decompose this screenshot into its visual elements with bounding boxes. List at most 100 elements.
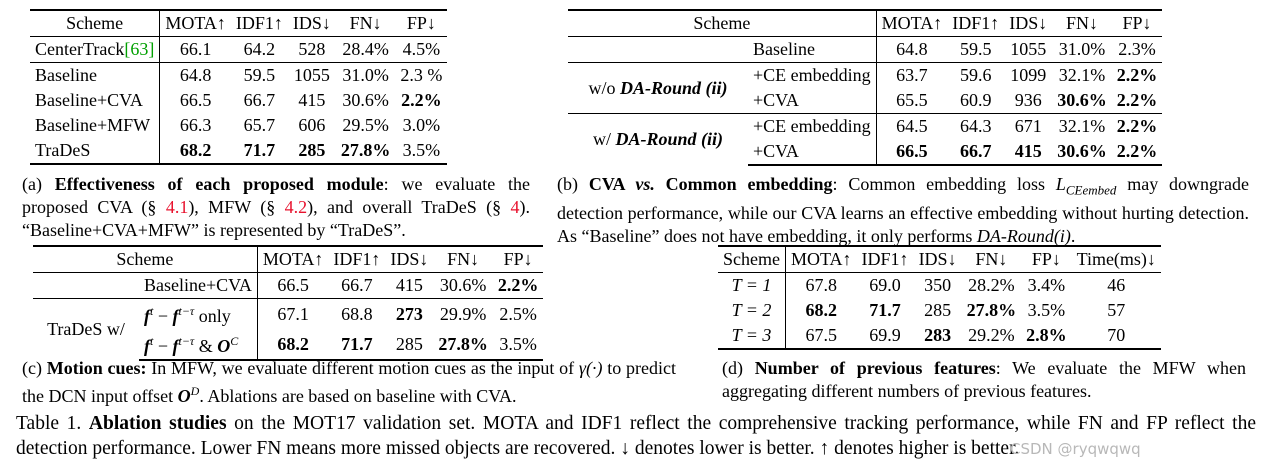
group-label-empty bbox=[33, 273, 139, 299]
cell-ids: 285 bbox=[924, 300, 952, 320]
citation-link[interactable]: [63] bbox=[124, 39, 155, 59]
cell-mota: 64.5 bbox=[876, 113, 948, 139]
table-row: Baseline+CVA 66.5 66.7 415 30.6% 2.2% bbox=[33, 272, 543, 299]
table-row: +CVA 66.5 66.7 415 30.6% 2.2% bbox=[568, 139, 1163, 166]
group-tag: DA-Round (ii) bbox=[619, 77, 728, 98]
watermark: CSDN @ryqwqwq bbox=[1010, 440, 1141, 458]
loss-symbol: L bbox=[1055, 174, 1066, 194]
row-label-text: CenterTrack bbox=[35, 39, 125, 59]
cell-fn: 31.0% bbox=[1058, 39, 1106, 59]
cell-ids: 606 bbox=[298, 115, 326, 135]
offset-sup: D bbox=[190, 384, 200, 398]
section-link[interactable]: 4.2 bbox=[284, 197, 308, 217]
cell-ids: 285 bbox=[287, 138, 336, 165]
caption-text: ). “Baseline+CVA+MFW” is represented by … bbox=[22, 197, 530, 240]
feature-symbol: f bbox=[172, 336, 179, 356]
header-fn: FN↓ bbox=[1052, 9, 1112, 37]
cell-idf1: 64.3 bbox=[947, 113, 1005, 139]
feature-sup: t−τ bbox=[178, 304, 195, 318]
cell-fn: 28.4% bbox=[342, 39, 389, 59]
cell-fn: 27.8% bbox=[335, 138, 396, 165]
cell-time: 46 bbox=[1107, 275, 1126, 295]
group-label: TraDeS w/ bbox=[33, 298, 139, 360]
cell-ids: 671 bbox=[1004, 113, 1053, 139]
minus-sign: − bbox=[153, 306, 173, 326]
caption-text: : We evaluate the MFW when aggregating d… bbox=[722, 358, 1246, 401]
row-label: T = 3 bbox=[718, 323, 786, 350]
caption-text: . bbox=[1070, 225, 1076, 246]
group-label: w/ DA-Round (ii) bbox=[568, 113, 748, 165]
cell-ids: 415 bbox=[1004, 139, 1053, 166]
cell-time: 70 bbox=[1071, 323, 1161, 350]
table-row: TraDeS w/ ft − ft−τ only 67.1 68.8 273 2… bbox=[33, 298, 544, 360]
cell-fn: 28.2% bbox=[968, 275, 1015, 295]
header-ids: IDS↓ bbox=[385, 245, 434, 273]
caption-d: (d) Number of previous features: We eval… bbox=[722, 357, 1246, 403]
cell-mota: 63.7 bbox=[876, 62, 948, 88]
minus-sign: − bbox=[153, 336, 173, 356]
cell-fn: 32.1% bbox=[1052, 113, 1112, 139]
row-label: +CE embedding bbox=[748, 62, 877, 88]
header-fp: FP↓ bbox=[492, 245, 544, 273]
cell-idf1: 59.5 bbox=[230, 62, 288, 88]
cell-mota: 64.8 bbox=[159, 62, 231, 88]
section-link[interactable]: 4 bbox=[510, 197, 520, 217]
header-mota: MOTA↑ bbox=[159, 9, 231, 37]
table-a-header-row: Scheme MOTA↑ IDF1↑ IDS↓ FN↓ FP↓ bbox=[30, 9, 448, 37]
cell-mota: 66.5 bbox=[876, 139, 948, 166]
cell-fp: 4.5% bbox=[402, 39, 441, 59]
group-label: w/o DA-Round (ii) bbox=[568, 62, 748, 114]
table-a: Scheme MOTA↑ IDF1↑ IDS↓ FN↓ FP↓ CenterTr… bbox=[30, 9, 448, 165]
caption-text: : Common embedding loss bbox=[832, 174, 1056, 194]
group-tag: DA-Round (ii) bbox=[615, 129, 724, 149]
cell-ids: 273 bbox=[385, 298, 434, 329]
cell-fp: 2.5% bbox=[492, 298, 544, 329]
cell-fn: 30.6% bbox=[1052, 139, 1112, 166]
feature-sup: t−τ bbox=[178, 334, 195, 348]
caption-text: ), MFW (§ bbox=[188, 197, 285, 217]
feature-symbol: f bbox=[144, 336, 150, 356]
offset-symbol: O bbox=[177, 386, 191, 406]
gamma-symbol: γ(·) bbox=[578, 358, 603, 378]
row-label: Baseline+CVA bbox=[139, 272, 258, 299]
cell-mota: 66.3 bbox=[179, 115, 212, 135]
cell-fp: 2.2% bbox=[1111, 113, 1163, 139]
cell-fp: 2.2% bbox=[1116, 90, 1158, 110]
cell-ids: 350 bbox=[924, 275, 952, 295]
cell-fp: 2.2% bbox=[1111, 62, 1163, 88]
cell-time: 57 bbox=[1107, 300, 1126, 320]
cell-idf1: 66.7 bbox=[947, 139, 1005, 166]
caption-text: may downgrade detection performance, whi… bbox=[557, 174, 1250, 246]
amp-text: & bbox=[194, 336, 218, 356]
cell-fp: 2.2% bbox=[401, 90, 442, 110]
cell-fp: 2.3% bbox=[1118, 39, 1156, 59]
cell-fp: 3.5% bbox=[1027, 300, 1066, 320]
table-row: CenterTrack[63] 66.1 64.2 528 28.4% 4.5% bbox=[30, 36, 447, 63]
caption-bold: CVA bbox=[588, 174, 636, 194]
cell-mota: 66.5 bbox=[277, 275, 309, 295]
cell-fp: 2.2% bbox=[497, 275, 539, 295]
caption-bold: Common embedding bbox=[654, 174, 833, 194]
cell-mota: 67.8 bbox=[805, 275, 838, 295]
cell-ids: 936 bbox=[1014, 90, 1042, 110]
table-row: +CVA 65.5 60.9 936 30.6% 2.2% bbox=[568, 88, 1162, 114]
section-link[interactable]: 4.1 bbox=[165, 197, 189, 217]
feature-sup: t bbox=[150, 334, 154, 348]
table-row: Baseline+MFW 66.3 65.7 606 29.5% 3.0% bbox=[30, 113, 447, 138]
header-idf1: IDF1↑ bbox=[947, 9, 1005, 37]
cell-idf1: 65.7 bbox=[243, 115, 276, 135]
header-fp: FP↓ bbox=[1021, 245, 1072, 273]
table-row: ft − ft−τ & OC 68.2 71.7 285 27.8% 3.5% bbox=[33, 329, 544, 361]
cell-fn: 29.9% bbox=[433, 298, 493, 329]
table-row: Baseline 64.8 59.5 1055 31.0% 2.3 % bbox=[30, 62, 448, 88]
cell-ids: 415 bbox=[298, 90, 326, 110]
caption-italic: DA-Round(i) bbox=[976, 225, 1071, 246]
caption-c: (c) Motion cues: In MFW, we evaluate dif… bbox=[22, 357, 676, 408]
table-c: Scheme MOTA↑ IDF1↑ IDS↓ FN↓ FP↓ Baseline… bbox=[33, 245, 544, 361]
cell-idf1: 69.0 bbox=[869, 275, 901, 295]
caption-label: (d) bbox=[722, 358, 755, 378]
caption-bold-italic: vs. bbox=[635, 174, 655, 194]
header-idf1: IDF1↑ bbox=[328, 245, 386, 273]
table-c-header-row: Scheme MOTA↑ IDF1↑ IDS↓ FN↓ FP↓ bbox=[33, 245, 544, 273]
cell-ids: 528 bbox=[298, 39, 326, 59]
